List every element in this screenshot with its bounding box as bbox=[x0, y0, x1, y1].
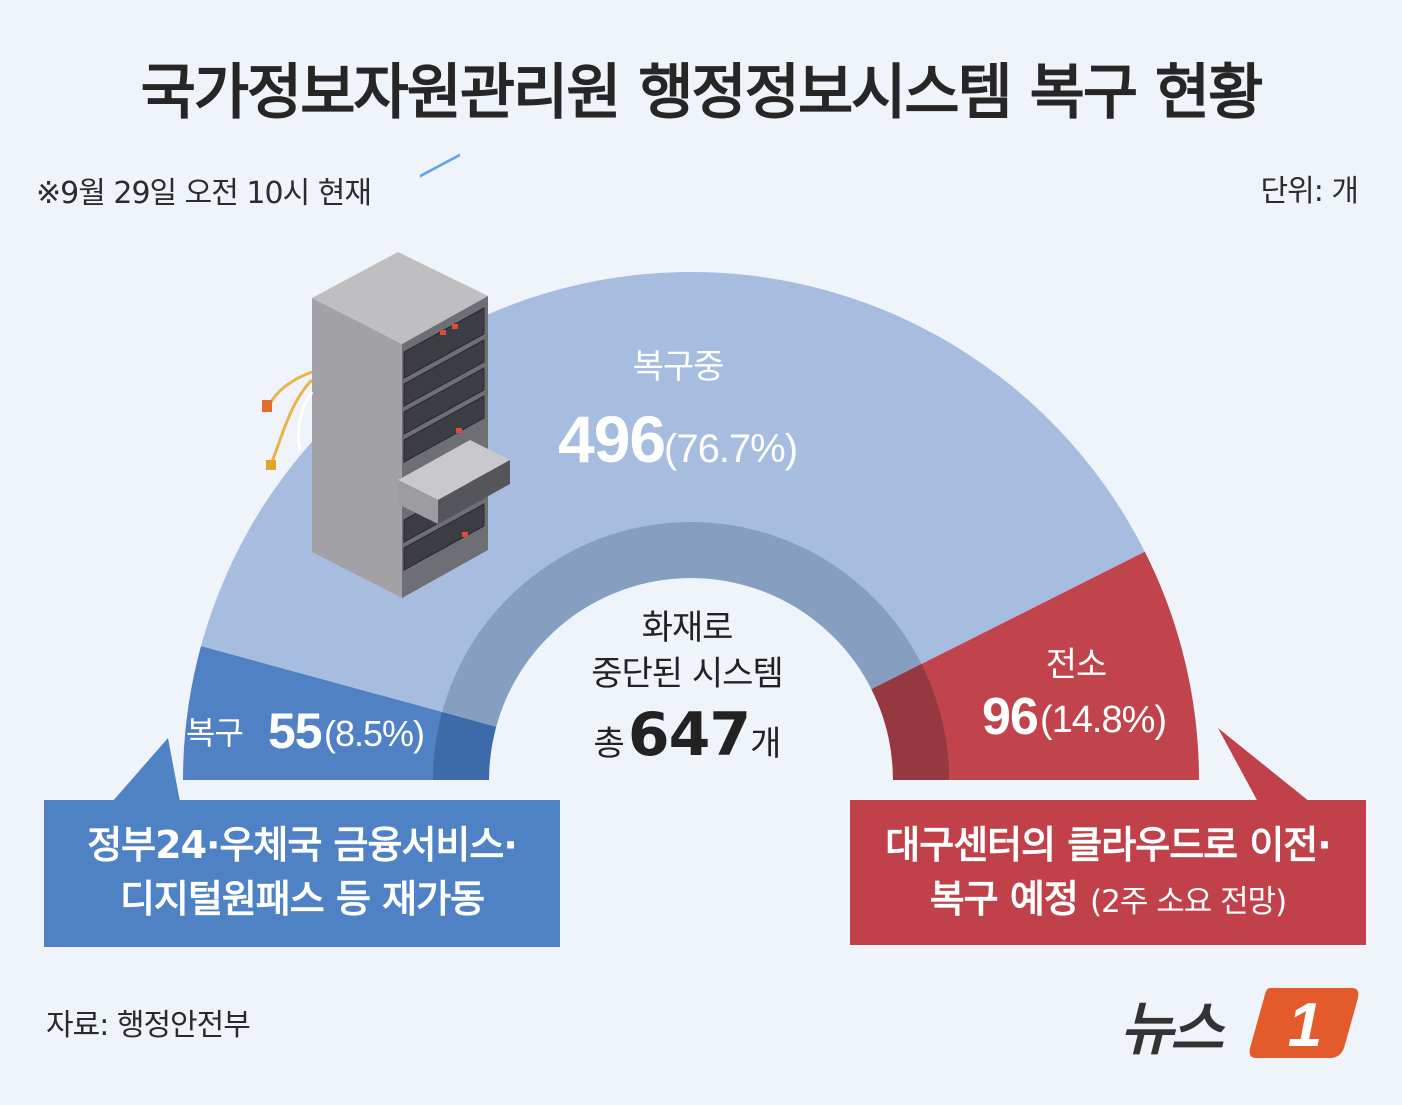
center-line-2: 중단된 시스템 bbox=[591, 654, 784, 694]
restored-percent-label: (8.5%) bbox=[324, 713, 424, 754]
burned-callout-line-1: 대구센터의 클라우드로 이전· bbox=[885, 823, 1331, 867]
total-suffix: 개 bbox=[750, 724, 781, 764]
logo-mark: 1 bbox=[1288, 991, 1322, 1060]
burned-callout-sub: (2주 소요 전망) bbox=[1090, 884, 1287, 920]
restored-value-label: 55 bbox=[268, 703, 322, 759]
recovering-segment-inner-band bbox=[442, 522, 922, 727]
restored-callout: 정부24·우체국 금융서비스· 디지털원패스 등 재가동 bbox=[44, 800, 560, 947]
unit-label: 단위: 개 bbox=[1260, 174, 1359, 209]
restored-callout-line-2: 디지털원패스 등 재가동 bbox=[119, 877, 485, 921]
logo-mark-icon: 1 bbox=[1249, 988, 1359, 1060]
server-rack-icon bbox=[262, 153, 510, 598]
restored-category-label: 복구 bbox=[186, 715, 243, 751]
total-prefix: 총 bbox=[593, 724, 625, 764]
burned-callout-line-2: 복구 예정 (2주 소요 전망) bbox=[850, 872, 1366, 929]
blue-callout-pointer bbox=[112, 738, 180, 802]
restored-segment bbox=[183, 645, 497, 780]
recovering-category-label: 복구중 bbox=[633, 348, 724, 386]
burned-segment bbox=[871, 551, 1199, 780]
red-callout-pointer bbox=[1218, 728, 1310, 802]
recovering-value-label: 496 bbox=[558, 402, 665, 476]
logo-text: 뉴스 bbox=[1120, 995, 1224, 1063]
center-line-1: 화재로 bbox=[641, 608, 734, 648]
burned-segment-inner-band bbox=[871, 664, 949, 780]
page-title: 국가정보자원관리원 행정정보시스템 복구 현황 bbox=[140, 58, 1264, 128]
burned-value-label: 96 bbox=[982, 688, 1038, 746]
center-total: 총 647개 bbox=[542, 700, 832, 770]
restored-segment-inner-band bbox=[433, 711, 497, 780]
burned-callout-main: 복구 예정 bbox=[929, 877, 1079, 921]
burned-category-label: 전소 bbox=[1046, 646, 1107, 684]
news1-logo: 뉴스 1 bbox=[1120, 978, 1360, 1063]
burned-percent-label: (14.8%) bbox=[1040, 699, 1166, 741]
recovering-percent-label: (76.7%) bbox=[664, 427, 797, 471]
total-value: 647 bbox=[627, 700, 751, 770]
source-credit: 자료: 행정안전부 bbox=[46, 1008, 251, 1043]
restored-callout-line-1: 정부24·우체국 금융서비스· bbox=[87, 823, 518, 867]
timestamp-note: ※9월 29일 오전 10시 현재 bbox=[36, 176, 372, 211]
burned-callout: 대구센터의 클라우드로 이전· 복구 예정 (2주 소요 전망) bbox=[850, 800, 1366, 945]
